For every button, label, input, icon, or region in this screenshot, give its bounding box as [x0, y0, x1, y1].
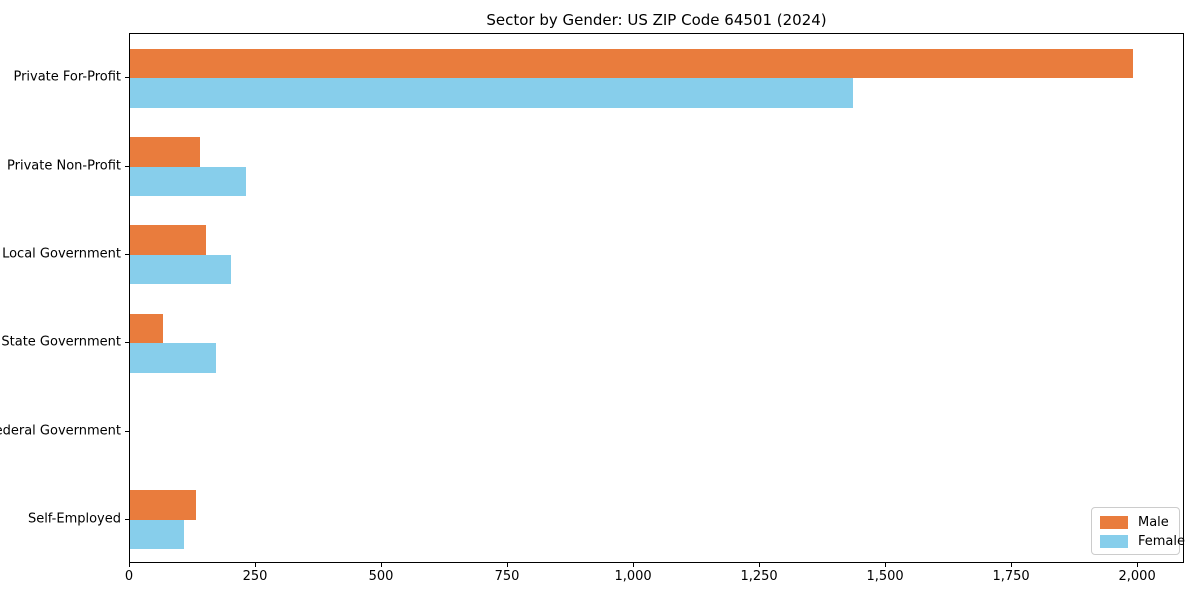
- y-tick-mark: [125, 342, 129, 344]
- legend-swatch-male: [1100, 516, 1128, 529]
- bar-male-0: [130, 48, 1134, 79]
- bar-female-2: [130, 254, 231, 285]
- y-tick-mark: [125, 253, 129, 255]
- x-tick-mark: [381, 563, 383, 567]
- x-tick-label: 2,000: [1118, 569, 1156, 584]
- y-tick-mark: [125, 518, 129, 520]
- x-tick-label: 1,250: [740, 569, 778, 584]
- plot-area: [129, 33, 1184, 563]
- y-tick-mark: [125, 430, 129, 432]
- legend-label: Male: [1138, 515, 1169, 530]
- y-tick-label: Private For-Profit: [13, 69, 121, 85]
- x-tick-mark: [255, 563, 256, 567]
- x-tick-label: 500: [368, 569, 394, 584]
- x-tick-mark: [759, 563, 761, 567]
- bar-female-0: [130, 78, 854, 108]
- y-tick-label: Private Non-Profit: [7, 158, 121, 173]
- x-tick-label: 0: [124, 569, 134, 584]
- bar-male-5: [130, 490, 196, 520]
- y-tick-mark: [125, 77, 129, 79]
- legend-item-female: Female: [1100, 533, 1185, 550]
- bar-female-1: [130, 166, 246, 196]
- y-tick-label: Local Government: [2, 246, 121, 262]
- x-tick-label: 750: [494, 569, 520, 584]
- x-tick-label: 250: [242, 569, 268, 584]
- y-tick-label: State Government: [1, 334, 121, 350]
- legend: Male Female: [1091, 507, 1185, 555]
- bar-male-1: [130, 137, 200, 167]
- bar-male-2: [130, 225, 206, 255]
- legend-label: Female: [1138, 534, 1186, 549]
- x-tick-mark: [633, 563, 635, 567]
- legend-item-male: Male: [1100, 514, 1171, 531]
- x-tick-mark: [507, 563, 509, 567]
- y-tick-label: Self-Employed: [27, 511, 121, 527]
- chart-title: Sector by Gender: US ZIP Code 64501 (202…: [486, 11, 827, 29]
- bar-male-3: [130, 313, 164, 344]
- legend-swatch-female: [1100, 535, 1128, 548]
- y-tick-label: Federal Government: [0, 423, 121, 438]
- x-tick-label: 1,500: [866, 569, 904, 584]
- bar-female-5: [130, 519, 185, 550]
- x-tick-label: 1,000: [614, 569, 652, 584]
- x-tick-mark: [129, 563, 130, 567]
- x-tick-label: 1,750: [992, 569, 1030, 584]
- x-tick-mark: [885, 563, 887, 567]
- y-tick-mark: [125, 165, 129, 167]
- bar-female-3: [130, 343, 216, 373]
- x-tick-mark: [1011, 563, 1013, 567]
- x-tick-mark: [1137, 563, 1139, 567]
